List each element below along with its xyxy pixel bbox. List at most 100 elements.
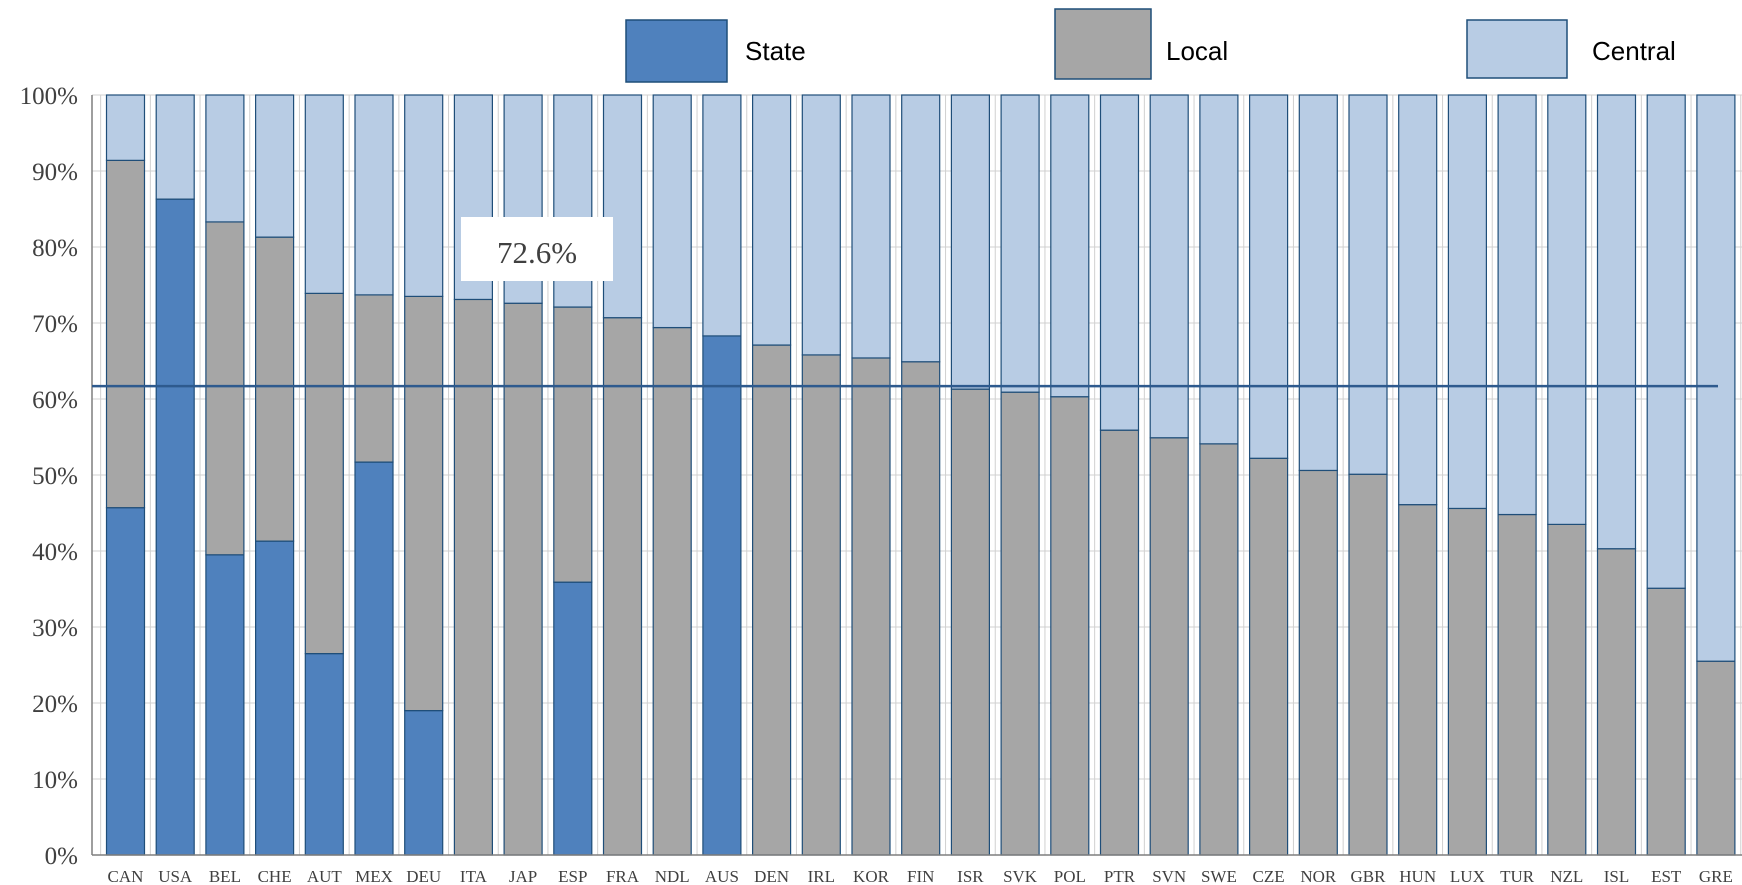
bar-local-ptr	[1099, 429, 1140, 856]
x-tick-label: ITA	[460, 867, 488, 885]
bar-central-isr	[950, 94, 991, 390]
bar-central-fra	[602, 94, 643, 319]
legend-label-local: Local	[1166, 36, 1228, 66]
x-tick-label: JAP	[509, 867, 537, 885]
annotation-label: 72.6%	[497, 235, 577, 270]
bar-central-bel	[205, 94, 245, 223]
x-tick-label: MEX	[355, 867, 393, 885]
bar-state-bel	[205, 554, 245, 856]
bar-local-can	[105, 159, 146, 509]
x-axis: CAN USA BEL CHE AUT MEX DEU ITA JAP ESP FRA NDL AUS D…	[92, 854, 1742, 885]
bar-state-deu	[404, 709, 444, 856]
bar-central-gre	[1696, 94, 1736, 662]
bar-local-esp	[553, 306, 593, 583]
bar-central-can	[105, 94, 146, 161]
bar-central-usa	[155, 94, 195, 200]
bar-central-aut	[304, 94, 344, 294]
legend: State Local Central	[625, 8, 1676, 83]
bar-central-deu	[404, 94, 444, 297]
y-axis: 0% 10% 20% 30% 40% 50% 60% 70% 80% 90% 100%	[20, 83, 93, 870]
x-tick-label: POL	[1054, 867, 1086, 885]
y-tick-label: 30%	[32, 615, 78, 642]
x-tick-label: CZE	[1253, 867, 1285, 885]
bar-central-kor	[851, 94, 891, 359]
bar-local-kor	[851, 357, 891, 856]
y-tick-label: 50%	[32, 463, 78, 490]
bar-central-pol	[1050, 94, 1090, 398]
bar-local-tur	[1497, 513, 1537, 856]
bar-local-lux	[1447, 507, 1488, 856]
bar-central-mex	[354, 94, 394, 296]
annotation-box: 72.6%	[461, 217, 613, 281]
bar-local-pol	[1050, 396, 1090, 856]
x-tick-label: IRL	[808, 867, 835, 885]
bar-local-svn	[1149, 437, 1189, 856]
x-tick-label: EST	[1651, 867, 1682, 885]
bar-central-irl	[801, 94, 841, 356]
bar-central-fin	[901, 94, 941, 363]
bar-central-est	[1646, 94, 1686, 589]
x-tick-label: ISL	[1604, 867, 1630, 885]
bar-state-usa	[155, 198, 195, 856]
legend-swatch-state	[625, 19, 728, 83]
bar-central-lux	[1447, 94, 1488, 510]
bar-central-isl	[1596, 94, 1637, 550]
bar-state-esp	[553, 581, 593, 856]
x-tick-label: PTR	[1104, 867, 1136, 885]
bar-local-deu	[404, 295, 444, 712]
legend-label-state: State	[745, 36, 806, 66]
x-tick-label: GBR	[1351, 867, 1387, 885]
legend-swatch-central	[1466, 19, 1568, 79]
bar-local-gbr	[1348, 473, 1388, 856]
bar-local-hun	[1398, 504, 1438, 856]
bar-central-gbr	[1348, 94, 1388, 475]
x-tick-label: CHE	[258, 867, 292, 885]
y-tick-label: 70%	[32, 311, 78, 338]
x-tick-label: FRA	[606, 867, 640, 885]
bar-state-aus	[702, 335, 742, 856]
x-tick-label: GRE	[1699, 867, 1733, 885]
bar-local-ita	[453, 298, 493, 856]
x-tick-label: LUX	[1450, 867, 1485, 885]
bar-central-ptr	[1099, 94, 1140, 431]
bar-local-mex	[354, 294, 394, 463]
bar-local-fra	[602, 317, 643, 856]
x-tick-label: SVK	[1003, 867, 1038, 885]
bar-local-gre	[1696, 660, 1736, 856]
x-tick-label: KOR	[853, 867, 890, 885]
x-tick-label: ISR	[957, 867, 984, 885]
bar-central-ndl	[652, 94, 692, 329]
bar-local-ndl	[652, 326, 692, 856]
bar-local-est	[1646, 587, 1686, 856]
bar-local-irl	[801, 354, 841, 856]
x-tick-label: BEL	[209, 867, 241, 885]
bar-local-aut	[304, 292, 344, 655]
x-tick-label: NOR	[1300, 867, 1337, 885]
bar-local-fin	[901, 361, 941, 856]
bar-central-nor	[1298, 94, 1338, 472]
x-tick-label: HUN	[1399, 867, 1436, 885]
y-tick-label: 10%	[32, 767, 78, 794]
x-tick-label: AUT	[307, 867, 343, 885]
bar-state-aut	[304, 652, 344, 856]
y-tick-label: 90%	[32, 159, 78, 186]
x-tick-label: DEN	[754, 867, 789, 885]
bar-local-swe	[1199, 443, 1239, 856]
x-tick-label: NDL	[655, 867, 690, 885]
bar-local-bel	[205, 221, 245, 556]
legend-label-central: Central	[1592, 36, 1676, 66]
legend-swatch-local	[1054, 8, 1152, 80]
x-tick-label: SVN	[1152, 867, 1186, 885]
y-tick-label: 20%	[32, 691, 78, 718]
x-tick-label: CAN	[108, 867, 144, 885]
y-tick-label: 60%	[32, 387, 78, 414]
bar-central-svk	[1000, 94, 1040, 393]
x-tick-label: FIN	[907, 867, 934, 885]
x-tick-label: SWE	[1201, 867, 1237, 885]
x-tick-label: NZL	[1550, 867, 1583, 885]
x-tick-label: DEU	[406, 867, 441, 885]
bar-central-hun	[1398, 94, 1438, 506]
bar-central-nzl	[1547, 94, 1587, 525]
bar-local-nor	[1298, 469, 1338, 856]
